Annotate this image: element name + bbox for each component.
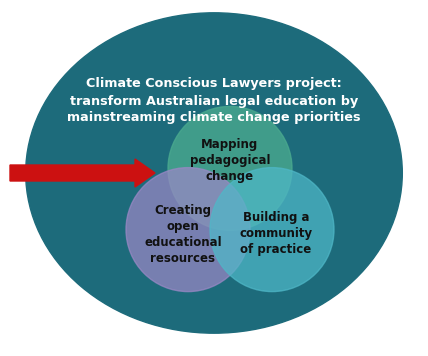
Ellipse shape bbox=[26, 13, 402, 333]
Circle shape bbox=[210, 168, 334, 292]
Circle shape bbox=[168, 106, 292, 230]
Text: Creating
open
educational
resources: Creating open educational resources bbox=[144, 204, 222, 265]
Text: Mapping
pedagogical
change: Mapping pedagogical change bbox=[190, 138, 270, 183]
Circle shape bbox=[126, 168, 250, 292]
Text: Climate Conscious Lawyers project:
transform Australian legal education by
mains: Climate Conscious Lawyers project: trans… bbox=[67, 78, 361, 125]
Text: Building a
community
of practice: Building a community of practice bbox=[239, 211, 312, 256]
FancyArrow shape bbox=[10, 159, 155, 187]
